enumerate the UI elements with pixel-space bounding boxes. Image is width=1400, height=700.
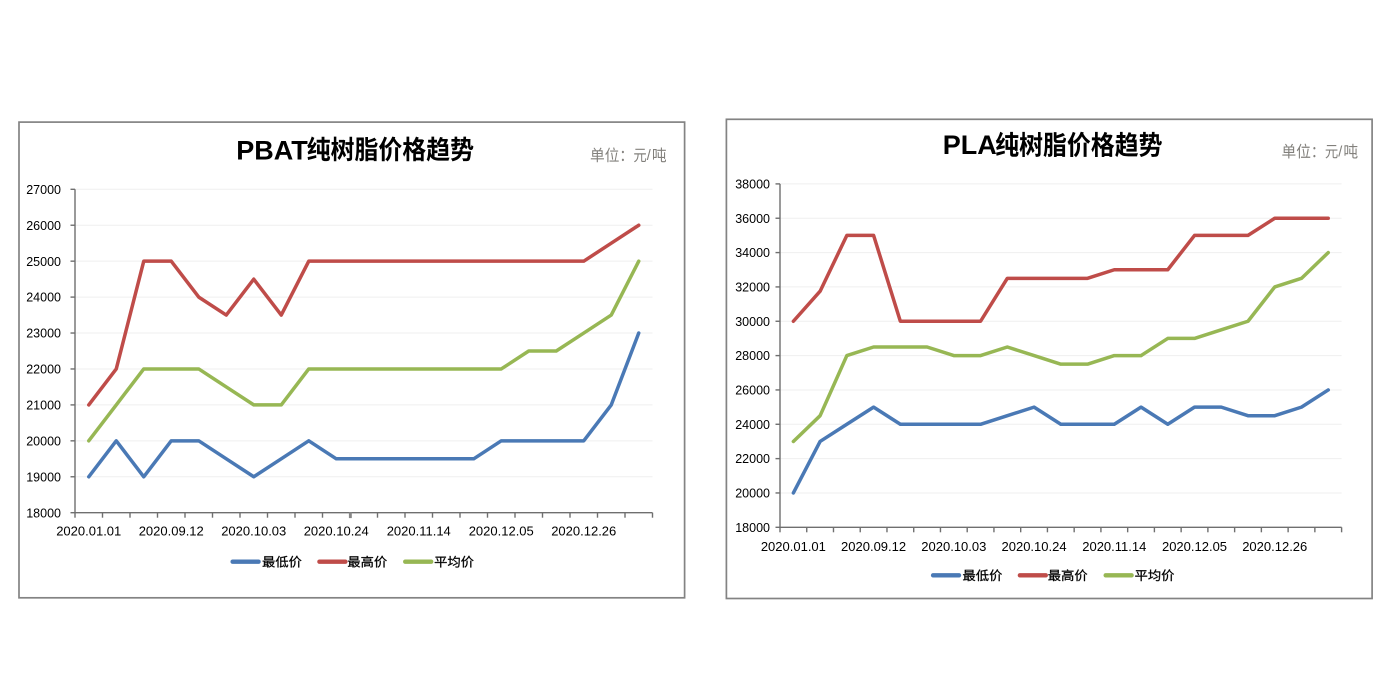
svg-text:30000: 30000 [735,315,770,329]
svg-text:2020.12.26: 2020.12.26 [551,524,616,539]
svg-text:18000: 18000 [735,521,770,535]
svg-text:38000: 38000 [735,178,770,192]
svg-text:20000: 20000 [26,434,61,448]
svg-text:/: / [1338,144,1343,160]
svg-text:2020.12.26: 2020.12.26 [1242,539,1307,554]
svg-text:24000: 24000 [26,291,61,305]
svg-text:2020.09.12: 2020.09.12 [841,539,906,554]
svg-text:/: / [647,148,652,164]
svg-text:PBAT: PBAT [236,136,308,166]
svg-text:28000: 28000 [735,349,770,363]
svg-text:22000: 22000 [26,363,61,377]
svg-text:26000: 26000 [735,384,770,398]
svg-text:18000: 18000 [26,506,61,520]
svg-text:2020.12.05: 2020.12.05 [469,524,534,539]
svg-text:19000: 19000 [26,470,61,484]
svg-text:2020.10.24: 2020.10.24 [1002,539,1067,554]
svg-text:32000: 32000 [735,281,770,295]
svg-text:2020.10.03: 2020.10.03 [221,524,286,539]
svg-text:PLA: PLA [943,130,997,160]
svg-text:2020.11.14: 2020.11.14 [387,524,451,539]
svg-text:22000: 22000 [735,452,770,466]
svg-text:20000: 20000 [735,487,770,501]
svg-text:23000: 23000 [26,327,61,341]
svg-text:34000: 34000 [735,246,770,260]
svg-text:2020.01.01: 2020.01.01 [56,524,121,539]
svg-text:25000: 25000 [26,255,61,269]
svg-text:2020.01.01: 2020.01.01 [761,539,826,554]
svg-text:2020.10.03: 2020.10.03 [921,539,986,554]
svg-text:2020.11.14: 2020.11.14 [1082,539,1146,554]
svg-text:24000: 24000 [735,418,770,432]
svg-text:27000: 27000 [26,183,61,197]
svg-text:26000: 26000 [26,219,61,233]
svg-text:36000: 36000 [735,212,770,226]
svg-text:2020.12.05: 2020.12.05 [1162,539,1227,554]
svg-text:21000: 21000 [26,399,61,413]
svg-text:2020.09.12: 2020.09.12 [139,524,204,539]
svg-text:2020.10.24: 2020.10.24 [304,524,369,539]
